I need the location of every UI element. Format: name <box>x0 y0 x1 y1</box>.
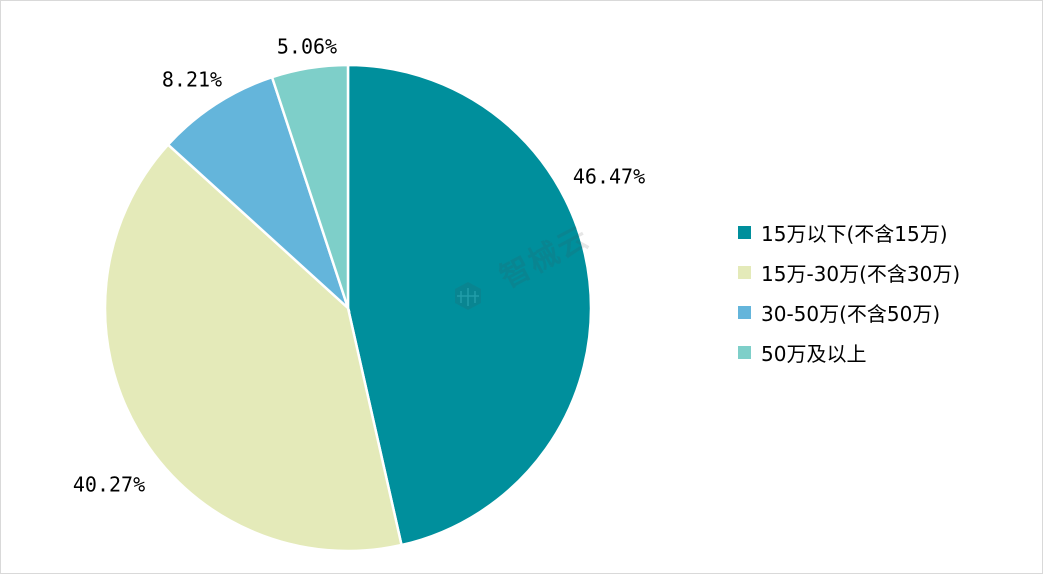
legend-label: 30-50万(不含50万) <box>761 301 941 326</box>
chart-legend: 15万以下(不含15万) 15万-30万(不含30万) 30-50万(不含50万) 5… <box>738 212 960 372</box>
pie-data-label-4: 5.06% <box>277 35 337 59</box>
legend-label: 15万-30万(不含30万) <box>761 261 961 286</box>
pie-data-label-3: 8.21% <box>162 68 222 92</box>
pie-slices <box>103 63 593 553</box>
pie-data-label-1: 46.47% <box>573 165 645 189</box>
pie-slice-1 <box>346 63 593 547</box>
legend-item: 30-50万(不含50万) <box>738 292 960 332</box>
legend-swatch <box>738 345 751 359</box>
legend-swatch <box>738 305 751 319</box>
pie-slice-3 <box>166 75 351 313</box>
pie-data-labels: 46.47% 40.27% 8.21% 5.06% <box>73 35 645 497</box>
legend-label: 50万及以上 <box>761 341 867 366</box>
legend-swatch <box>738 225 751 239</box>
pie-data-label-2: 40.27% <box>73 473 145 497</box>
pie-slice-4 <box>270 63 350 309</box>
legend-item: 15万以下(不含15万) <box>738 212 960 252</box>
legend-swatch <box>738 265 751 279</box>
legend-item: 15万-30万(不含30万) <box>738 252 960 292</box>
legend-item: 50万及以上 <box>738 332 960 372</box>
legend-label: 15万以下(不含15万) <box>761 221 948 246</box>
pie-slice-2 <box>103 142 404 553</box>
